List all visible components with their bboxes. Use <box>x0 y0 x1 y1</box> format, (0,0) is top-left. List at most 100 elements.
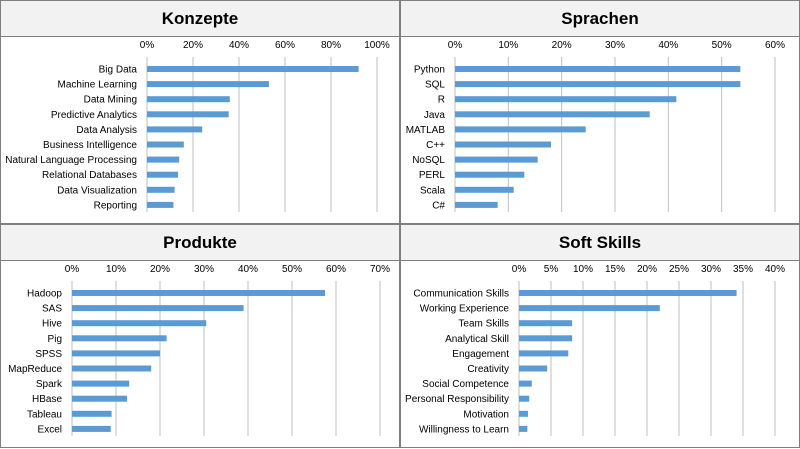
bar <box>72 365 152 372</box>
category-label: Relational Databases <box>42 170 137 181</box>
category-label: Machine Learning <box>58 80 138 91</box>
tick-label: 10% <box>106 264 126 275</box>
tick-label: 40% <box>765 264 785 275</box>
bar <box>147 81 269 88</box>
bar <box>72 290 325 296</box>
category-label: MATLAB <box>406 125 446 136</box>
bar <box>72 350 160 357</box>
bar <box>519 425 528 432</box>
category-label: Reporting <box>94 200 137 211</box>
category-label: Data Analysis <box>76 125 137 136</box>
bar <box>72 410 112 417</box>
category-label: NoSQL <box>412 155 445 166</box>
bar <box>72 395 127 402</box>
bar <box>519 410 528 417</box>
tick-label: 0% <box>448 40 463 51</box>
category-label: Engagement <box>452 349 509 360</box>
tick-label: 60% <box>326 264 346 275</box>
category-label: Motivation <box>463 409 509 420</box>
tick-label: 20% <box>183 40 203 51</box>
bar <box>455 201 498 208</box>
category-label: Python <box>414 65 445 76</box>
tick-label: 10% <box>498 40 518 51</box>
tick-label: 20% <box>150 264 170 275</box>
category-label: Working Experience <box>420 304 510 315</box>
category-label: Personal Responsibility <box>405 394 509 405</box>
tick-label: 50% <box>712 40 732 51</box>
bar <box>455 126 586 133</box>
bar <box>455 96 677 103</box>
bar <box>519 290 737 296</box>
sprachen-panel: Sprachen 0% 10% 20% 30% 40% 50% 60% Python SQL R J… <box>400 0 800 224</box>
bar <box>147 66 359 72</box>
produkte-panel: Produkte 0% 10% 20% 30% 40% 50% 60% 70% Hadoop SA… <box>0 224 400 448</box>
tick-label: 20% <box>552 40 572 51</box>
category-label: PERL <box>419 170 446 181</box>
category-label: C# <box>432 200 445 211</box>
category-label: Willingness to Learn <box>419 424 509 435</box>
bar <box>147 141 184 148</box>
tick-label: 40% <box>658 40 678 51</box>
tick-label: 0% <box>65 264 80 275</box>
category-label: Data Mining <box>84 95 137 106</box>
category-label: Pig <box>48 334 62 345</box>
category-label: Scala <box>420 185 445 196</box>
bar <box>519 335 573 342</box>
tick-label: 30% <box>194 264 214 275</box>
category-label: Predictive Analytics <box>51 110 137 121</box>
tick-label: 5% <box>544 264 559 275</box>
tick-label: 40% <box>238 264 258 275</box>
bar <box>147 201 174 208</box>
tick-label: 50% <box>282 264 302 275</box>
category-label: Social Competence <box>422 379 509 390</box>
bar <box>147 186 175 193</box>
bar <box>72 380 130 387</box>
bar <box>519 350 569 357</box>
bar <box>455 111 650 118</box>
soft-skills-chart: 0% 5% 10% 15% 20% 25% 30% 35% 40% Communication S… <box>405 264 785 436</box>
konzepte-panel: Konzepte 0% 20% 40% 60% 80% 100% Big Data Machi… <box>0 0 400 224</box>
tick-label: 20% <box>637 264 657 275</box>
bar <box>147 171 179 178</box>
category-label: Hadoop <box>27 289 62 300</box>
tick-label: 30% <box>605 40 625 51</box>
category-label: SQL <box>425 80 445 91</box>
category-label: SAS <box>42 304 62 315</box>
tick-label: 15% <box>605 264 625 275</box>
category-label: Communication Skills <box>413 289 509 300</box>
category-label: HBase <box>32 394 62 405</box>
bar <box>455 186 514 193</box>
tick-label: 30% <box>701 264 721 275</box>
bar <box>147 96 230 103</box>
tick-label: 80% <box>321 40 341 51</box>
chart-title: Sprachen <box>401 1 799 37</box>
category-label: SPSS <box>35 349 62 360</box>
tick-label: 60% <box>275 40 295 51</box>
category-label: Team Skills <box>458 319 509 330</box>
bar <box>455 171 525 178</box>
bar <box>455 156 538 163</box>
bar <box>455 66 741 72</box>
bar <box>72 305 244 312</box>
bar <box>72 335 167 342</box>
category-label: Java <box>424 110 446 121</box>
category-label: Data Visualization <box>57 185 137 196</box>
bar <box>519 395 530 402</box>
bar <box>455 81 741 88</box>
bar <box>519 380 532 387</box>
tick-label: 60% <box>765 40 785 51</box>
category-label: R <box>438 95 445 106</box>
tick-label: 70% <box>370 264 390 275</box>
tick-label: 0% <box>140 40 155 51</box>
bar <box>147 156 180 163</box>
sprachen-chart: 0% 10% 20% 30% 40% 50% 60% Python SQL R Java MATLAB… <box>406 40 785 212</box>
category-label: Tableau <box>27 409 62 420</box>
tick-label: 40% <box>229 40 249 51</box>
tick-label: 35% <box>733 264 753 275</box>
category-label: Hive <box>42 319 62 330</box>
tick-label: 0% <box>512 264 527 275</box>
category-label: Excel <box>38 424 62 435</box>
bar <box>147 111 229 118</box>
category-label: Natural Language Processing <box>5 155 137 166</box>
bar <box>455 141 551 148</box>
